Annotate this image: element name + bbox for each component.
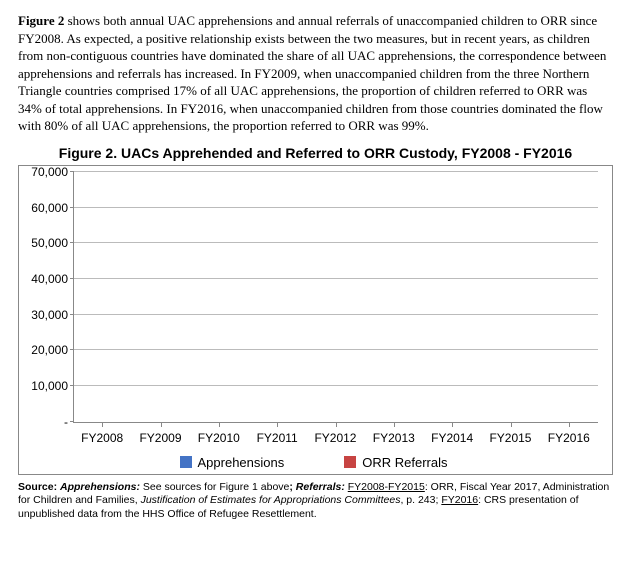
- x-axis-label: FY2011: [248, 427, 306, 445]
- x-axis-label: FY2010: [190, 427, 248, 445]
- grid-line: [74, 207, 598, 208]
- x-tick: [569, 423, 570, 427]
- x-axis-label: FY2008: [73, 427, 131, 445]
- legend-label: Apprehensions: [198, 455, 285, 470]
- legend-item: ORR Referrals: [344, 455, 447, 470]
- grid-line: [74, 385, 598, 386]
- y-tick: [70, 349, 74, 350]
- x-axis-label: FY2014: [423, 427, 481, 445]
- source-appr-text: See sources for Figure 1 above: [140, 481, 289, 493]
- source-note: Source: Apprehensions: See sources for F…: [18, 481, 613, 522]
- figure-ref: Figure 2: [18, 13, 64, 28]
- source-ref-ital: Justification of Estimates for Appropria…: [141, 494, 401, 506]
- grid-line: [74, 314, 598, 315]
- legend-item: Apprehensions: [180, 455, 285, 470]
- legend: Apprehensions ORR Referrals: [25, 455, 602, 470]
- y-axis-label: 70,000: [24, 165, 68, 179]
- x-tick: [219, 423, 220, 427]
- x-tick: [336, 423, 337, 427]
- x-axis-label: FY2009: [131, 427, 189, 445]
- y-tick: [70, 421, 74, 422]
- grid-line: [74, 242, 598, 243]
- x-axis-label: FY2015: [481, 427, 539, 445]
- x-tick: [102, 423, 103, 427]
- y-tick: [70, 314, 74, 315]
- y-axis-label: 20,000: [24, 343, 68, 357]
- y-tick: [70, 385, 74, 386]
- y-axis-label: -: [24, 415, 68, 429]
- x-axis-label: FY2016: [540, 427, 598, 445]
- legend-swatch: [180, 456, 192, 468]
- chart-title: Figure 2. UACs Apprehended and Referred …: [18, 145, 613, 161]
- intro-paragraph: Figure 2 shows both annual UAC apprehens…: [18, 12, 613, 135]
- grid-line: [74, 349, 598, 350]
- source-label: Source:: [18, 481, 60, 493]
- y-tick: [70, 171, 74, 172]
- x-tick: [161, 423, 162, 427]
- y-axis-label: 40,000: [24, 272, 68, 286]
- y-tick: [70, 278, 74, 279]
- x-tick: [452, 423, 453, 427]
- source-appr-label: Apprehensions:: [60, 481, 140, 493]
- y-tick: [70, 242, 74, 243]
- x-axis-label: FY2013: [365, 427, 423, 445]
- legend-label: ORR Referrals: [362, 455, 447, 470]
- legend-swatch: [344, 456, 356, 468]
- plot-area: -10,00020,00030,00040,00050,00060,00070,…: [73, 172, 598, 423]
- y-axis-label: 50,000: [24, 236, 68, 250]
- y-axis-label: 10,000: [24, 379, 68, 393]
- y-axis-label: 30,000: [24, 308, 68, 322]
- grid-line: [74, 171, 598, 172]
- source-ref-t2: , p. 243;: [400, 494, 441, 506]
- grid-line: [74, 278, 598, 279]
- x-tick: [277, 423, 278, 427]
- x-axis: FY2008FY2009FY2010FY2011FY2012FY2013FY20…: [73, 427, 598, 445]
- x-tick: [511, 423, 512, 427]
- y-axis-label: 60,000: [24, 201, 68, 215]
- x-tick-row: [73, 423, 598, 427]
- x-tick: [394, 423, 395, 427]
- chart-container: - 10,000 20,000 30,000 40,000 50,000 60,000 70,…: [18, 165, 613, 475]
- y-tick: [70, 207, 74, 208]
- x-axis-label: FY2012: [306, 427, 364, 445]
- paragraph-text: shows both annual UAC apprehensions and …: [18, 13, 606, 133]
- source-u1: FY2008-FY2015: [348, 481, 425, 493]
- source-ref-label: Referrals:: [296, 481, 345, 493]
- source-u2: FY2016: [441, 494, 478, 506]
